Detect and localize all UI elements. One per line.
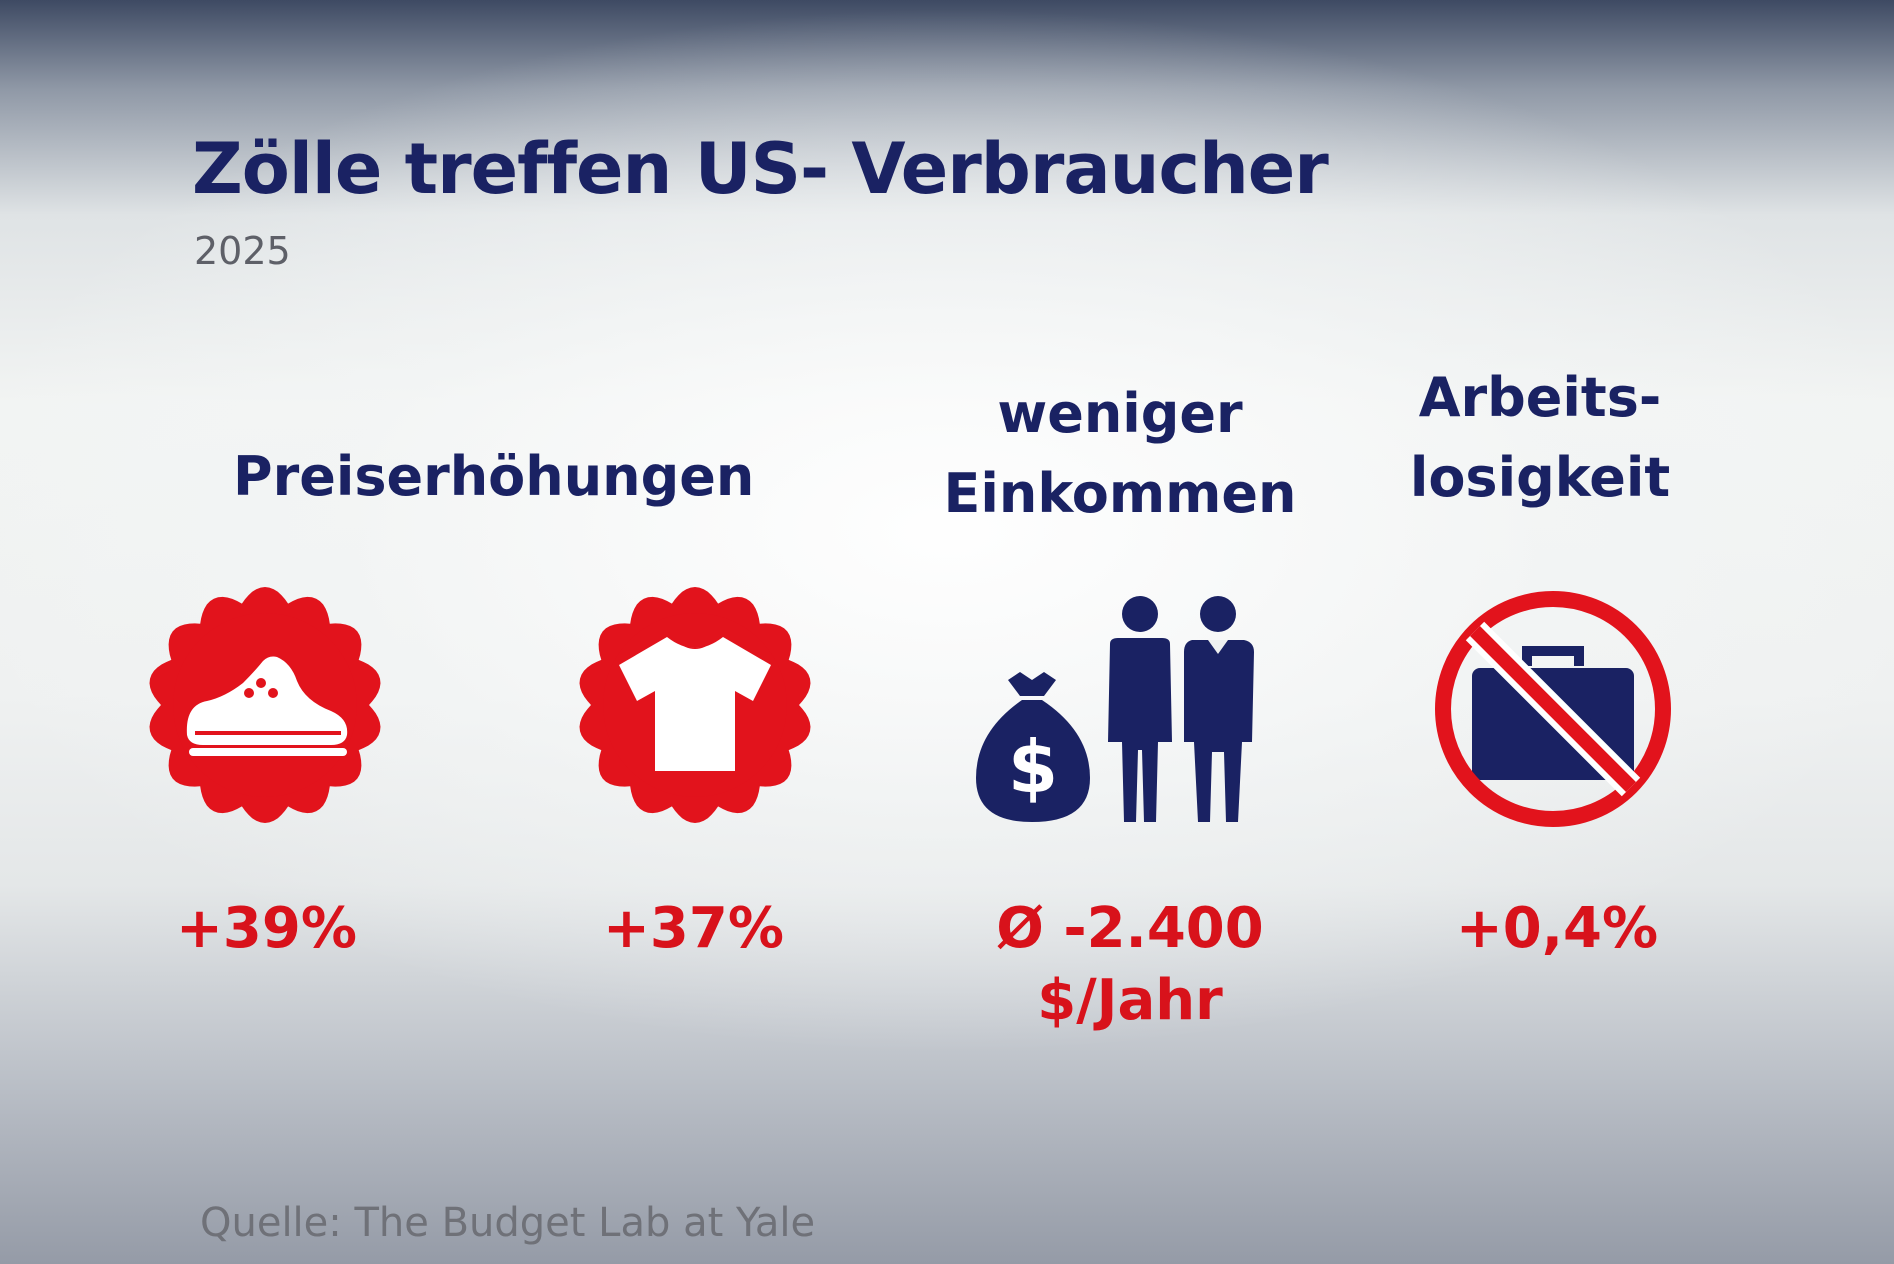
value-unemployment: +0,4%	[1455, 896, 1659, 961]
heading-price-increases: Preiserhöhungen	[233, 445, 755, 508]
no-briefcase-icon	[1435, 591, 1671, 827]
heading-less-income: weniger Einkommen	[940, 374, 1300, 534]
page-title: Zölle treffen US- Verbraucher	[192, 128, 1329, 210]
woman-icon	[1184, 596, 1254, 822]
page-subtitle: 2025	[194, 229, 291, 273]
money-bag-icon: $	[976, 672, 1090, 822]
heading-unemployment: Arbeits- losigkeit	[1400, 358, 1680, 518]
value-income-line2: $/Jahr	[1037, 968, 1223, 1033]
svg-text:$: $	[1008, 725, 1058, 809]
heading-unemployment-line2: losigkeit	[1409, 446, 1671, 509]
heading-unemployment-line1: Arbeits-	[1418, 366, 1662, 429]
money-bag-people-icon: $	[976, 596, 1254, 822]
value-shoes: +39%	[176, 896, 357, 961]
value-income: Ø -2.400 $/Jahr	[980, 893, 1280, 1037]
tshirt-icon	[579, 587, 811, 823]
heading-less-income-line1: weniger	[997, 382, 1243, 445]
value-income-line1: Ø -2.400	[996, 896, 1264, 961]
value-clothing: +37%	[603, 896, 784, 961]
source-note: Quelle: The Budget Lab at Yale	[200, 1200, 816, 1246]
shoe-icon	[149, 587, 381, 823]
man-icon	[1108, 596, 1172, 822]
heading-less-income-line2: Einkommen	[943, 462, 1297, 525]
